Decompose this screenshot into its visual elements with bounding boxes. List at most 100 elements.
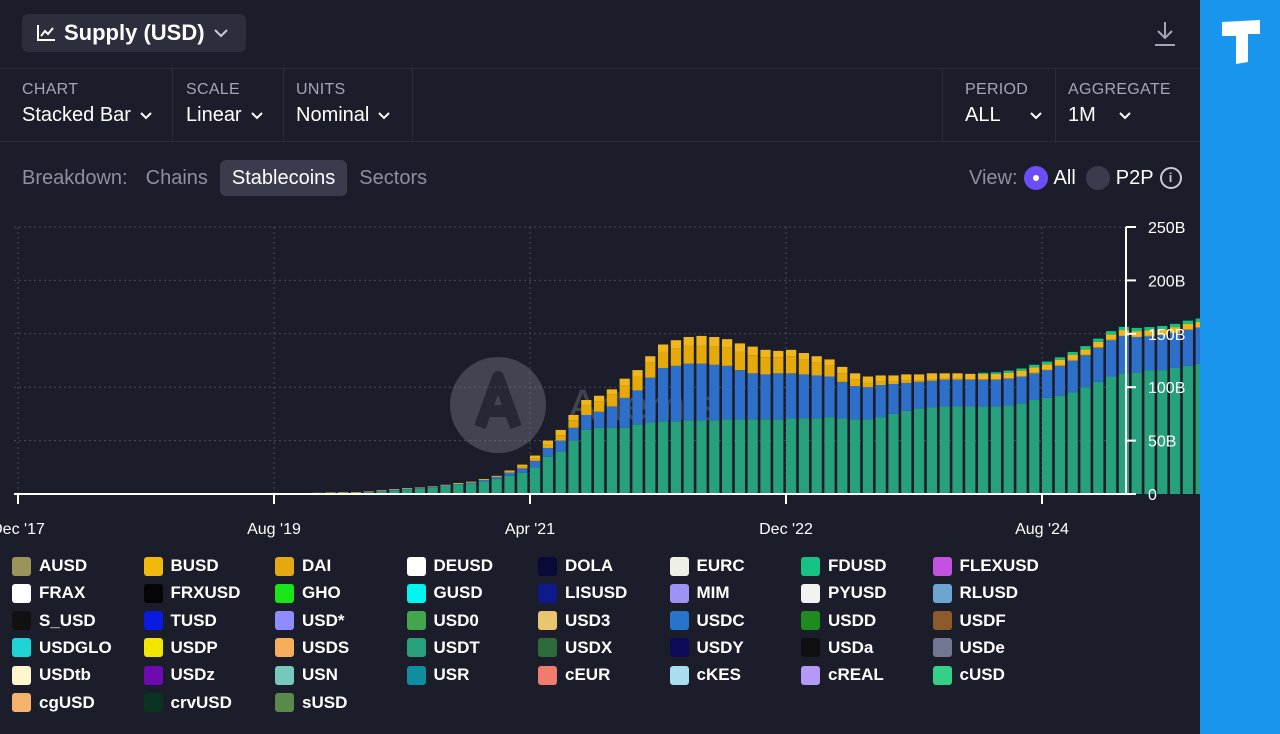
- tab-chains[interactable]: Chains: [145, 167, 208, 189]
- legend-item-cgusd[interactable]: cgUSD: [12, 692, 95, 714]
- view-all-label[interactable]: All: [1053, 166, 1076, 189]
- legend-item-usr[interactable]: USR: [406, 664, 469, 686]
- brand-logo-icon[interactable]: [1220, 18, 1262, 66]
- bar-segment-busd: [504, 471, 515, 473]
- legend-item-frax[interactable]: FRAX: [12, 582, 85, 604]
- bar-segment-busd: [773, 357, 784, 374]
- legend-swatch: [143, 583, 163, 603]
- bar-segment-usdc: [1016, 376, 1027, 404]
- bar-segment-dai: [427, 486, 438, 488]
- bar-segment-busd: [952, 378, 963, 380]
- legend-item-frxusd[interactable]: FRXUSD: [143, 582, 240, 604]
- bar-segment-busd: [670, 348, 681, 366]
- y-tick-label: 200B: [1148, 273, 1185, 290]
- legend-item-susd[interactable]: S_USD: [12, 610, 96, 632]
- legend-item-crvusd[interactable]: crvUSD: [143, 692, 232, 714]
- legend-swatch: [406, 556, 426, 576]
- bar-segment-dai: [1131, 331, 1142, 337]
- bar-segment-usdt: [645, 422, 656, 494]
- download-icon[interactable]: [1152, 20, 1178, 48]
- bar-segment-dai: [1118, 330, 1129, 336]
- bar-segment-busd: [939, 378, 950, 380]
- legend-item-tusd[interactable]: TUSD: [143, 610, 217, 632]
- legend-item-usds[interactable]: USDS: [275, 637, 349, 659]
- bar-segment-usdt: [427, 487, 438, 494]
- chevron-down-icon: [378, 112, 391, 120]
- bar-segment-usdt: [568, 440, 579, 494]
- bar-segment-usdt: [811, 418, 822, 494]
- legend-item-usd0[interactable]: USD0: [406, 610, 479, 632]
- bar-segment-usdc: [389, 489, 400, 491]
- legend-item-dola[interactable]: DOLA: [538, 555, 613, 577]
- legend-item-eurc[interactable]: EURC: [669, 555, 745, 577]
- legend-item-usdf[interactable]: USDF: [932, 610, 1006, 632]
- breakdown-label: Breakdown:: [22, 166, 128, 189]
- bar-segment-dai: [965, 373, 976, 380]
- aggregate-select[interactable]: AGGREGATE 1M: [1046, 69, 1200, 143]
- bar-segment-busd: [798, 359, 809, 375]
- legend-item-busd[interactable]: BUSD: [143, 555, 219, 577]
- legend-item-gho[interactable]: GHO: [275, 582, 341, 604]
- bar-segment-usdt: [1080, 387, 1091, 494]
- legend-item-susd[interactable]: sUSD: [275, 692, 347, 714]
- legend-item-ausd[interactable]: AUSD: [12, 555, 87, 577]
- legend-item-pyusd[interactable]: PYUSD: [801, 582, 887, 604]
- legend-label: LISUSD: [565, 583, 628, 603]
- legend-item-deusd[interactable]: DEUSD: [406, 555, 493, 577]
- legend-item-usd3[interactable]: USD3: [538, 610, 610, 632]
- bar-segment-dai: [850, 373, 861, 380]
- legend-item-gusd[interactable]: GUSD: [406, 582, 483, 604]
- legend-swatch: [406, 611, 426, 631]
- legend-item-fdusd[interactable]: FDUSD: [801, 555, 887, 577]
- legend-item-usdc[interactable]: USDC: [669, 610, 745, 632]
- info-icon[interactable]: i: [1159, 167, 1182, 189]
- legend-item-usde[interactable]: USDe: [932, 637, 1005, 659]
- legend-item-usd[interactable]: USD*: [275, 610, 345, 632]
- view-all-radio[interactable]: [1023, 166, 1048, 190]
- units-select[interactable]: UNITS Nominal: [274, 69, 413, 143]
- legend-item-mim[interactable]: MIM: [669, 582, 730, 604]
- chevron-down-icon: [140, 112, 152, 120]
- bar-segment-dai: [478, 479, 489, 480]
- legend-item-usdy[interactable]: USDY: [669, 637, 744, 659]
- bar-segment-busd: [914, 380, 925, 382]
- bar-segment-usdt: [670, 421, 681, 494]
- legend-item-usdd[interactable]: USDD: [801, 610, 876, 632]
- bar-segment-busd: [1144, 335, 1155, 337]
- legend-label: USD3: [565, 610, 611, 630]
- legend-swatch: [669, 665, 689, 685]
- bar-segment-busd: [1131, 336, 1142, 338]
- view-p2p-radio[interactable]: [1085, 166, 1110, 190]
- bar-segment-usdt: [504, 475, 515, 494]
- legend-swatch: [538, 583, 557, 603]
- legend-item-ceur[interactable]: cEUR: [538, 664, 610, 686]
- legend-item-usdglo[interactable]: USDGLO: [12, 637, 112, 659]
- legend-item-usdx[interactable]: USDX: [538, 637, 612, 659]
- legend-item-cusd[interactable]: cUSD: [932, 664, 1005, 686]
- bar-segment-dai: [350, 492, 361, 493]
- legend-item-creal[interactable]: cREAL: [801, 664, 884, 686]
- legend-item-usn[interactable]: USN: [275, 664, 338, 686]
- view-p2p-label[interactable]: P2P: [1115, 166, 1154, 189]
- legend-item-usdt[interactable]: USDT: [406, 637, 480, 659]
- bar-segment-usdt: [440, 485, 451, 494]
- legend-item-rlusd[interactable]: RLUSD: [932, 582, 1018, 604]
- legend-item-usdp[interactable]: USDP: [143, 637, 218, 659]
- tab-stablecoins[interactable]: Stablecoins: [219, 160, 348, 196]
- legend-item-usdz[interactable]: USDz: [143, 664, 215, 686]
- period-select[interactable]: PERIOD ALL: [942, 69, 1056, 143]
- tab-sectors[interactable]: Sectors: [359, 167, 428, 189]
- chart-type-select[interactable]: CHART Stacked Bar: [0, 69, 173, 143]
- scale-select[interactable]: SCALE Linear: [164, 69, 284, 143]
- x-tick-label: Aug '24: [1015, 521, 1069, 538]
- legend-item-lisusd[interactable]: LISUSD: [538, 582, 627, 604]
- legend-item-ckes[interactable]: cKES: [669, 664, 741, 686]
- legend-item-dai[interactable]: DAI: [275, 555, 331, 577]
- metric-selector-button[interactable]: Supply (USD): [22, 14, 246, 52]
- legend-item-usda[interactable]: USDa: [801, 637, 873, 659]
- legend-item-flexusd[interactable]: FLEXUSD: [932, 555, 1039, 577]
- bar-segment-busd: [965, 379, 976, 380]
- legend-swatch: [669, 556, 689, 576]
- legend-item-usdtb[interactable]: USDtb: [12, 664, 91, 686]
- bar-segment-busd: [837, 373, 848, 382]
